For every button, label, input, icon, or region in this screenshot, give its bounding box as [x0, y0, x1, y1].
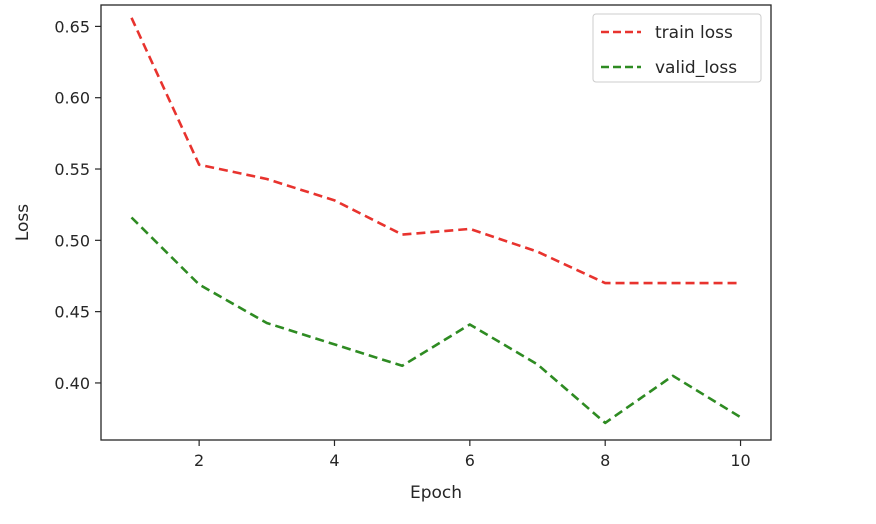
legend-label-valid-loss: valid_loss [655, 58, 737, 78]
x-tick-label: 10 [730, 451, 750, 470]
x-axis-label: Epoch [410, 483, 462, 503]
series-line-valid-loss [130, 216, 742, 425]
y-tick-label: 0.40 [54, 374, 90, 393]
y-tick-label: 0.55 [54, 160, 90, 179]
y-tick-label: 0.50 [54, 231, 90, 250]
y-axis-ticks: 0.40 0.45 0.50 0.55 0.60 0.65 [54, 17, 101, 393]
y-axis-label: Loss [13, 204, 33, 241]
legend: train loss valid_loss [592, 13, 762, 83]
x-axis-ticks: 2 4 6 8 10 [194, 440, 751, 470]
series-line-train-loss [130, 17, 741, 285]
plot-frame [100, 4, 772, 441]
x-tick-label: 6 [465, 451, 475, 470]
x-tick-label: 8 [600, 451, 610, 470]
x-tick-label: 4 [329, 451, 339, 470]
series-layer [130, 17, 742, 425]
x-tick-label: 2 [194, 451, 204, 470]
y-tick-label: 0.60 [54, 89, 90, 108]
legend-label-train-loss: train loss [655, 23, 733, 43]
y-tick-label: 0.65 [54, 17, 90, 36]
y-tick-label: 0.45 [54, 303, 90, 322]
legend-box [592, 13, 762, 83]
